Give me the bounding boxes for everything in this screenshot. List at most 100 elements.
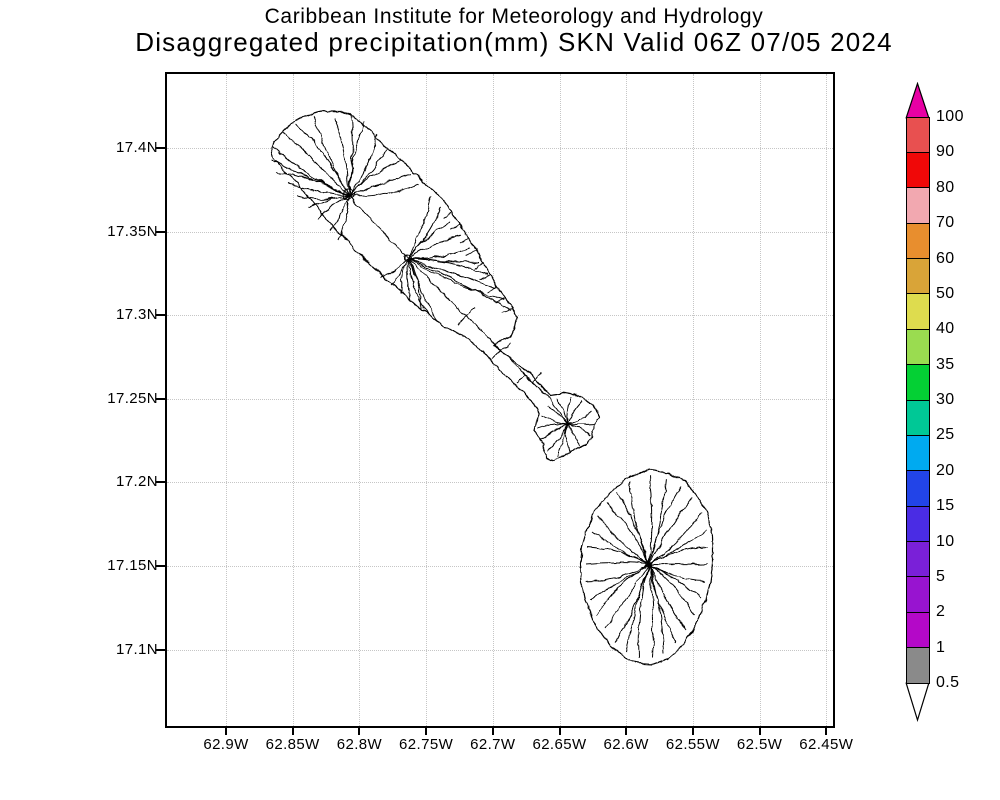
drainage-line xyxy=(648,563,665,654)
drainage-line xyxy=(648,497,693,565)
drainage-line xyxy=(617,491,650,565)
colorbar-cell xyxy=(906,470,930,507)
lon-grid-line xyxy=(359,74,361,726)
colorbar-cell xyxy=(906,541,930,578)
lon-grid-line xyxy=(826,74,828,726)
colorbar-cell xyxy=(906,647,930,684)
lon-tick xyxy=(625,728,628,735)
drainage-line xyxy=(648,563,702,599)
drainage-line xyxy=(648,485,682,565)
drainage-line xyxy=(613,563,650,643)
colorbar-tick-label: 70 xyxy=(936,214,955,232)
lat-grid-line xyxy=(167,566,833,567)
drainage-line xyxy=(407,257,429,316)
lat-tick xyxy=(156,648,165,651)
lon-tick-label: 62.6W xyxy=(603,736,649,753)
drainage-line xyxy=(286,183,350,197)
lon-tick-label: 62.8W xyxy=(336,736,383,753)
colorbar-tick-label: 30 xyxy=(936,391,955,408)
drainage-line xyxy=(648,546,709,565)
colorbar-tick-label: 90 xyxy=(936,143,955,161)
colorbar-cell xyxy=(906,434,930,472)
drainage-line xyxy=(546,405,568,425)
lat-tick-label: 17.1N xyxy=(115,640,158,658)
lon-tick-label: 62.45W xyxy=(799,736,854,753)
drainage-line xyxy=(407,257,505,301)
lon-tick xyxy=(758,728,761,735)
drainage-line xyxy=(407,257,412,302)
lon-tick-label: 62.65W xyxy=(532,736,587,753)
colorbar-arrow-under xyxy=(905,682,930,722)
drainage-line xyxy=(317,195,350,220)
lon-tick xyxy=(491,728,494,735)
drainage-line xyxy=(546,423,568,452)
drainage-line xyxy=(328,195,350,231)
drainage-line xyxy=(648,563,677,644)
drainage-line xyxy=(591,530,650,565)
colorbar-tick-label: 20 xyxy=(936,461,955,479)
lat-tick-label: 17.2N xyxy=(115,473,158,491)
colorbar-cell xyxy=(906,222,930,259)
figure-title-line2: Disaggregated precipitation(mm) SKN Vali… xyxy=(135,27,893,57)
drainage-line xyxy=(381,257,409,278)
drainage-line xyxy=(390,257,409,286)
drainage-line xyxy=(407,257,512,311)
lat-grid-line xyxy=(167,231,833,233)
lon-grid-line xyxy=(426,74,428,726)
drainage-line xyxy=(541,415,568,425)
drainage-line xyxy=(407,195,432,259)
drainage-line xyxy=(584,561,650,565)
drainage-line xyxy=(648,563,687,631)
drainage-line xyxy=(648,475,653,565)
lon-tick-label: 62.85W xyxy=(265,736,320,753)
drainage-line xyxy=(585,563,650,583)
figure-title-line1: Caribbean Institute for Meteorology and … xyxy=(264,5,764,28)
lat-tick xyxy=(156,314,165,317)
lat-grid-line xyxy=(167,482,833,484)
lon-grid-line xyxy=(292,74,294,726)
lon-grid-line xyxy=(759,74,761,726)
colorbar-tick-label: 60 xyxy=(936,249,955,267)
lat-tick xyxy=(156,230,165,233)
drainage-line xyxy=(648,563,695,616)
lon-grid-line xyxy=(492,74,494,726)
colorbar-tick-label: 15 xyxy=(936,497,955,515)
colorbar-cell xyxy=(906,576,930,613)
colorbar-cell xyxy=(906,187,930,224)
lat-grid-line xyxy=(167,398,833,400)
lon-tick xyxy=(825,728,828,735)
colorbar-tick-label: 0.5 xyxy=(936,674,960,691)
drainage-line xyxy=(307,195,350,209)
colorbar-tick-label: 5 xyxy=(936,567,946,585)
drainage-line xyxy=(625,563,650,652)
lat-tick-label: 17.3N xyxy=(115,306,158,324)
drainage-line xyxy=(604,563,650,630)
drainage-line xyxy=(296,123,350,197)
drainage-line xyxy=(566,401,583,425)
lat-tick-label: 17.35N xyxy=(107,222,158,240)
drainage-line xyxy=(566,423,591,437)
drainage-line xyxy=(648,478,667,565)
colorbar-tick-label: 1 xyxy=(936,638,946,656)
lon-tick-label: 62.55W xyxy=(665,736,720,753)
colorbar-cell xyxy=(906,505,930,542)
ridge-line xyxy=(348,195,568,425)
colorbar-tick-label: 40 xyxy=(936,320,955,338)
colorbar-arrow-over xyxy=(905,82,930,119)
drainage-line xyxy=(282,131,350,197)
colorbar-cell xyxy=(906,328,930,366)
lon-tick-label: 62.5W xyxy=(736,736,783,753)
lon-tick xyxy=(425,728,428,735)
drainage-line xyxy=(648,563,654,659)
drainage-line xyxy=(334,117,350,197)
colorbar-cell xyxy=(906,116,930,153)
colorbar-tick-label: 2 xyxy=(936,603,946,621)
colorbar-tick-label: 25 xyxy=(936,426,955,444)
drainage-line xyxy=(407,234,462,259)
drainage-line xyxy=(348,183,420,197)
drainage-line xyxy=(648,512,702,565)
colorbar-tick-label: 100 xyxy=(936,108,964,125)
lon-grid-line xyxy=(626,74,628,726)
drainage-line xyxy=(407,257,489,276)
